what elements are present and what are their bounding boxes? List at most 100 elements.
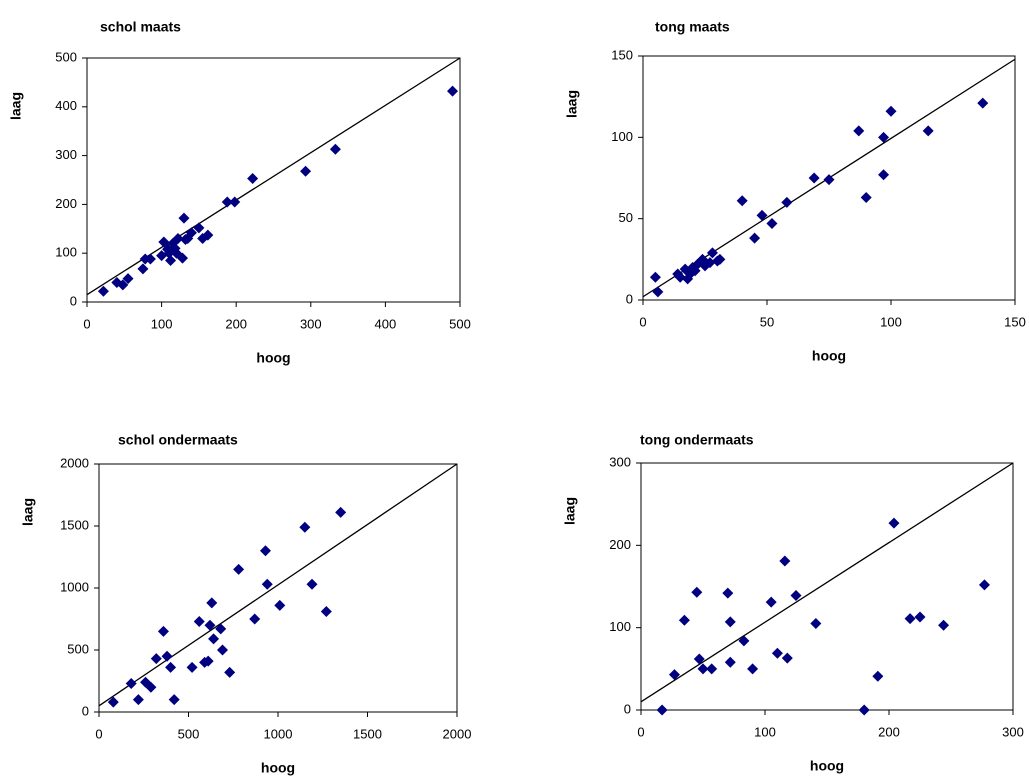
point xyxy=(150,653,162,665)
point xyxy=(261,578,273,590)
point xyxy=(178,212,190,224)
point xyxy=(186,661,198,673)
point xyxy=(274,599,286,611)
y-axis-label: laag xyxy=(8,92,24,120)
point xyxy=(706,247,718,259)
point xyxy=(335,506,347,518)
x-axis-label: hoog xyxy=(812,348,846,364)
point xyxy=(888,517,900,529)
point xyxy=(693,653,705,665)
point xyxy=(217,644,229,656)
y-tick-label: 0 xyxy=(70,293,77,308)
x-tick-label: 300 xyxy=(1002,724,1024,739)
point xyxy=(329,143,341,155)
point xyxy=(161,650,173,662)
x-tick-label: 100 xyxy=(754,724,776,739)
y-tick-label: 100 xyxy=(55,245,77,260)
point xyxy=(872,670,884,682)
x-tick-label: 150 xyxy=(1004,314,1026,329)
y-tick-label: 0 xyxy=(626,291,633,306)
point xyxy=(878,169,890,181)
point xyxy=(678,614,690,626)
point xyxy=(779,555,791,567)
y-tick-label: 300 xyxy=(609,454,631,469)
point xyxy=(853,125,865,137)
point xyxy=(233,563,245,575)
point xyxy=(193,222,205,234)
point xyxy=(185,227,197,239)
point xyxy=(781,652,793,664)
point xyxy=(724,656,736,668)
point xyxy=(885,105,897,117)
point xyxy=(674,271,686,283)
point xyxy=(447,85,459,97)
point xyxy=(125,677,137,689)
x-axis-label: hoog xyxy=(261,760,295,776)
point xyxy=(724,616,736,628)
point xyxy=(157,625,169,637)
x-tick-label: 100 xyxy=(880,314,902,329)
y-tick-label: 2000 xyxy=(60,455,89,470)
point xyxy=(736,195,748,207)
x-tick-label: 200 xyxy=(878,724,900,739)
point xyxy=(221,196,233,208)
point xyxy=(781,196,793,208)
point xyxy=(790,590,802,602)
point xyxy=(132,694,144,706)
point xyxy=(145,681,157,693)
point xyxy=(922,125,934,137)
point xyxy=(320,606,332,618)
y-tick-label: 200 xyxy=(55,196,77,211)
point xyxy=(722,587,734,599)
x-tick-label: 500 xyxy=(449,316,471,331)
y-tick-label: 100 xyxy=(609,619,631,634)
y-axis-label: laag xyxy=(564,90,580,118)
point xyxy=(668,669,680,681)
y-tick-label: 300 xyxy=(55,147,77,162)
point xyxy=(738,635,750,647)
x-tick-label: 400 xyxy=(375,316,397,331)
point xyxy=(172,233,184,245)
y-axis-label: laag xyxy=(20,498,36,526)
y-tick-label: 500 xyxy=(55,49,77,64)
point xyxy=(259,545,271,557)
point xyxy=(158,236,170,248)
point xyxy=(165,255,177,267)
y-tick-label: 150 xyxy=(611,47,633,62)
point xyxy=(300,165,312,177)
point xyxy=(165,661,177,673)
x-tick-label: 500 xyxy=(178,726,200,741)
y-tick-label: 200 xyxy=(609,537,631,552)
x-tick-label: 1000 xyxy=(264,726,293,741)
point xyxy=(858,704,870,716)
x-tick-label: 300 xyxy=(300,316,322,331)
point xyxy=(691,586,703,598)
point xyxy=(977,97,989,109)
point xyxy=(229,196,241,208)
point xyxy=(171,247,183,259)
point xyxy=(978,579,990,591)
x-tick-label: 0 xyxy=(637,724,644,739)
y-tick-label: 0 xyxy=(624,701,631,716)
x-tick-label: 0 xyxy=(639,314,646,329)
point xyxy=(144,253,156,265)
trend-line xyxy=(640,462,1014,703)
point xyxy=(765,596,777,608)
x-tick-label: 2000 xyxy=(443,726,472,741)
point xyxy=(714,253,726,265)
point xyxy=(704,257,716,269)
x-tick-label: 50 xyxy=(760,314,774,329)
chart-title: tong maats xyxy=(655,19,730,35)
point xyxy=(649,271,661,283)
plot-area xyxy=(98,463,458,713)
point xyxy=(202,229,214,241)
plot-area xyxy=(640,462,1014,711)
point xyxy=(656,704,668,716)
x-axis-label: hoog xyxy=(256,350,290,366)
point xyxy=(107,696,119,708)
point xyxy=(938,619,950,631)
point xyxy=(914,611,926,623)
y-tick-label: 400 xyxy=(55,98,77,113)
point xyxy=(224,666,236,678)
